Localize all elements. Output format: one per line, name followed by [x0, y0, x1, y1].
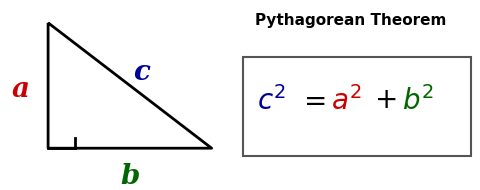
Text: $b^2$: $b^2$ — [402, 86, 433, 116]
Text: $a^2$: $a^2$ — [330, 86, 361, 116]
Text: $+$: $+$ — [373, 87, 395, 114]
Bar — [242, 57, 470, 156]
Text: c: c — [133, 59, 150, 86]
Text: $c^2$: $c^2$ — [257, 86, 286, 116]
Text: a: a — [12, 76, 30, 103]
Text: Pythagorean Theorem: Pythagorean Theorem — [255, 13, 446, 28]
Text: $=$: $=$ — [297, 87, 325, 114]
Text: b: b — [120, 163, 139, 190]
